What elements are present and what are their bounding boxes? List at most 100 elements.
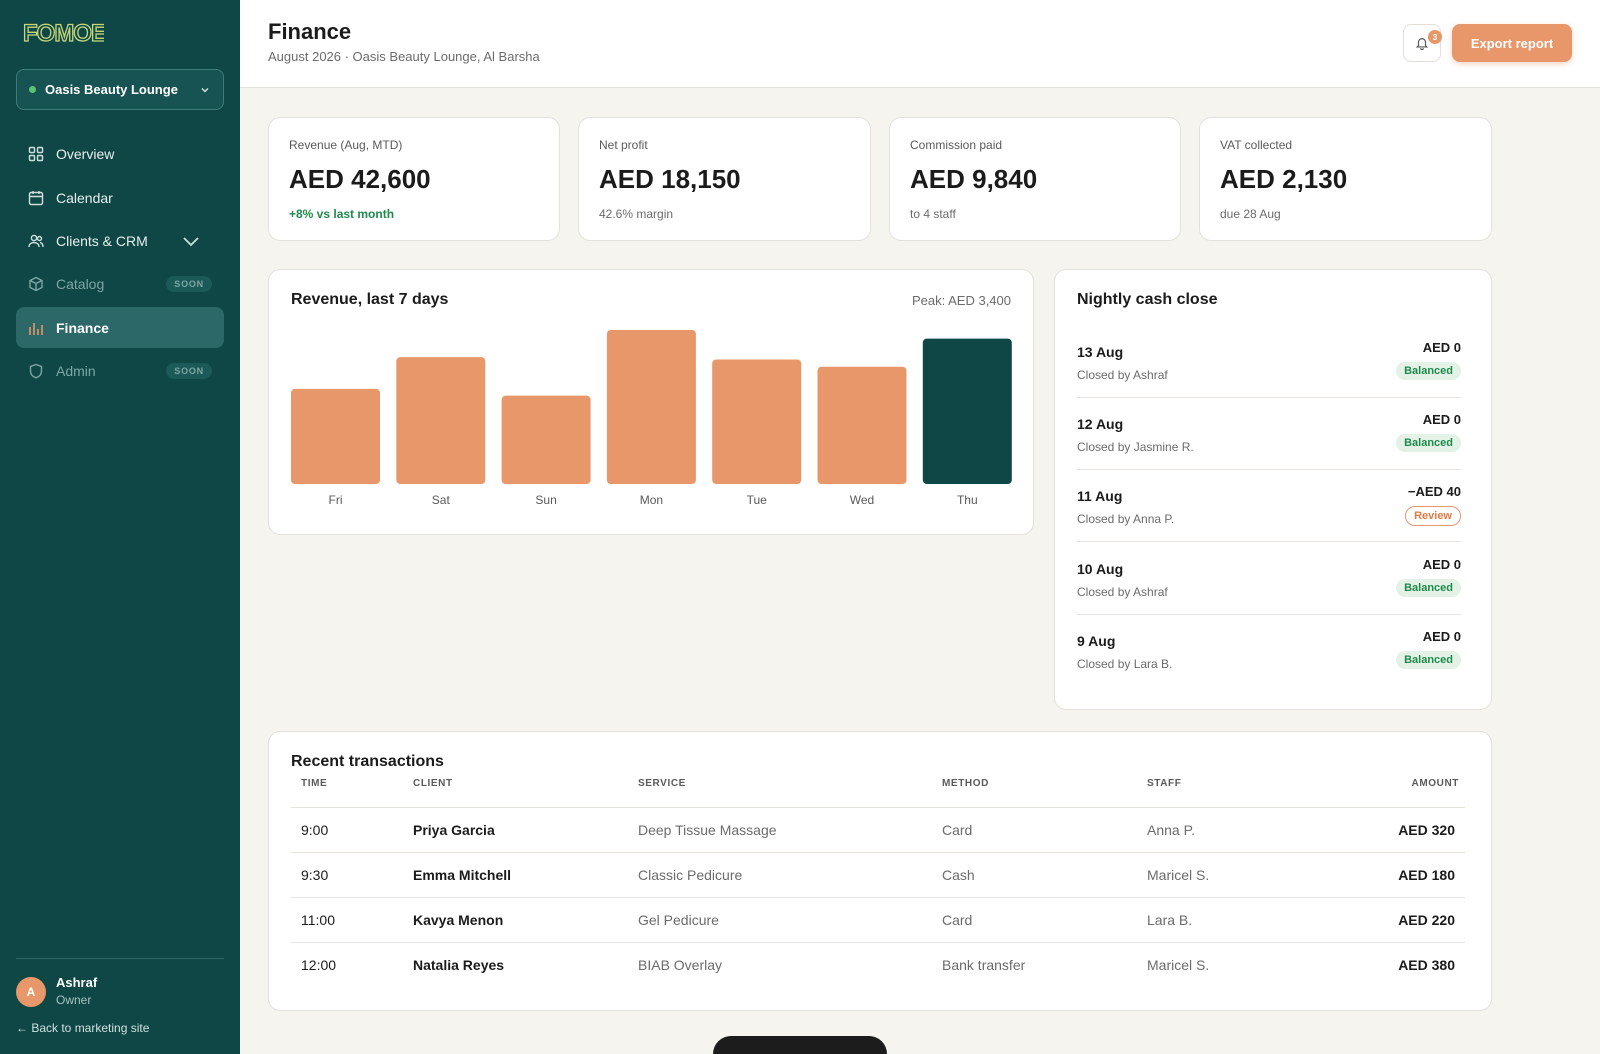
box-icon	[29, 276, 43, 291]
cell-time: 9:00	[301, 822, 329, 838]
column-header-staff[interactable]: STAFF	[1147, 778, 1182, 789]
cell-amount: AED 380	[1398, 957, 1455, 973]
export-report-button[interactable]: Export report	[1452, 24, 1572, 62]
cell-service: Classic Pedicure	[638, 867, 743, 883]
cell-amount: AED 180	[1398, 867, 1455, 883]
avatar[interactable]: A	[16, 977, 46, 1007]
cell-client: Emma Mitchell	[413, 867, 512, 883]
kpi-card-revenue: Revenue (Aug, MTD) AED 42,600 +8% vs las…	[268, 117, 560, 241]
kpi-value: AED 18,150	[599, 164, 741, 194]
x-tick-label: Sun	[535, 493, 556, 507]
cell-client: Priya Garcia	[413, 822, 495, 838]
kpi-sub: due 28 Aug	[1220, 207, 1281, 221]
cell-method: Card	[942, 912, 973, 928]
x-tick-label: Thu	[957, 493, 978, 507]
sidebar-item-catalog[interactable]: Catalog SOON	[16, 263, 224, 304]
column-header-client[interactable]: CLIENT	[413, 778, 453, 789]
cell-amount: AED 320	[1398, 822, 1455, 838]
kpi-card-vat: VAT collected AED 2,130 due 28 Aug	[1199, 117, 1492, 241]
cash-close-amount: AED 0	[1422, 629, 1461, 644]
cell-time: 9:30	[301, 867, 329, 883]
bar-sat[interactable]	[396, 357, 486, 484]
table-row[interactable]: 9:00 Priya Garcia Deep Tissue Massage Card A…	[291, 807, 1465, 851]
sidebar-divider	[16, 958, 224, 959]
brand-logo[interactable]: FOMOE	[22, 18, 108, 47]
page-subtitle: August 2026 · Oasis Beauty Lounge, Al Ba…	[268, 49, 540, 64]
column-header-time[interactable]: TIME	[301, 778, 328, 789]
cell-client: Kavya Menon	[413, 912, 504, 928]
sidebar-item-admin[interactable]: Admin SOON	[16, 350, 224, 391]
row-divider	[1077, 469, 1461, 470]
cell-amount: AED 220	[1398, 912, 1455, 928]
cash-close-date: 13 Aug	[1077, 344, 1124, 360]
cell-method: Bank transfer	[942, 957, 1026, 973]
revenue-bar-chart: Fri Sat Sun Mon Tue Wed Thu	[291, 330, 1012, 507]
location-name: Oasis Beauty Lounge	[45, 82, 178, 97]
cell-time: 12:00	[301, 957, 337, 973]
kpi-value: AED 9,840	[910, 164, 1038, 194]
cell-client: Natalia Reyes	[413, 957, 505, 973]
table-row[interactable]: 12:00 Natalia Reyes BIAB Overlay Bank trans…	[291, 942, 1465, 986]
kpi-card-net-profit: Net profit AED 18,150 42.6% margin	[578, 117, 871, 241]
bar-sun[interactable]	[501, 395, 591, 484]
cash-close-closed-by: Closed by Anna P.	[1077, 512, 1175, 526]
bar-wed[interactable]	[817, 366, 907, 484]
cash-close-row[interactable]: 13 Aug Closed by Ashraf AED 0 Balanced	[1077, 340, 1461, 390]
page-header: Finance August 2026 · Oasis Beauty Loung…	[240, 0, 1600, 88]
column-header-service[interactable]: SERVICE	[638, 778, 686, 789]
status-dot	[29, 86, 36, 93]
kpi-card-commission: Commission paid AED 9,840 to 4 staff	[889, 117, 1181, 241]
revenue-chart-card: Revenue, last 7 days Peak: AED 3,400 Fri…	[268, 269, 1034, 535]
kpi-label: VAT collected	[1220, 138, 1293, 152]
kpi-value: AED 42,600	[289, 164, 431, 194]
chevron-down-icon[interactable]	[182, 235, 200, 247]
user-role: Owner	[56, 993, 92, 1007]
sidebar-item-finance[interactable]: Finance	[16, 307, 224, 348]
status-badge: Balanced	[1396, 651, 1461, 669]
cell-time: 11:00	[301, 912, 335, 928]
row-divider	[1077, 541, 1461, 542]
sidebar-item-calendar[interactable]: Calendar	[16, 177, 224, 218]
bar-fri[interactable]	[291, 388, 380, 484]
chart-title: Revenue, last 7 days	[291, 291, 449, 308]
floating-toolbar[interactable]	[713, 1036, 887, 1054]
cash-close-date: 12 Aug	[1077, 416, 1124, 432]
cash-close-amount: AED 0	[1422, 412, 1461, 427]
status-badge: Review	[1405, 506, 1461, 526]
cash-close-date: 11 Aug	[1077, 488, 1123, 504]
table-row[interactable]: 9:30 Emma Mitchell Classic Pedicure Cash Mar…	[291, 852, 1465, 896]
row-divider	[1077, 614, 1461, 615]
bar-mon[interactable]	[606, 330, 696, 484]
cash-close-row[interactable]: 9 Aug Closed by Lara B. AED 0 Balanced	[1077, 629, 1461, 679]
location-selector[interactable]: Oasis Beauty Lounge	[16, 69, 224, 110]
cash-close-amount: AED 0	[1422, 340, 1461, 355]
column-header-method[interactable]: METHOD	[942, 778, 989, 789]
cash-close-closed-by: Closed by Ashraf	[1077, 585, 1168, 599]
user-name: Ashraf	[56, 975, 98, 990]
transactions-title: Recent transactions	[291, 753, 444, 770]
cash-close-row[interactable]: 11 Aug Closed by Anna P. −AED 40 Review	[1077, 484, 1461, 534]
cash-close-row[interactable]: 12 Aug Closed by Jasmine R. AED 0 Balanced	[1077, 412, 1461, 462]
status-badge: Balanced	[1396, 434, 1461, 452]
bar-thu[interactable]	[922, 338, 1012, 484]
sidebar-item-clients-crm[interactable]: Clients & CRM	[16, 220, 224, 261]
cash-close-date: 10 Aug	[1077, 561, 1124, 577]
chevron-down-icon	[201, 87, 209, 93]
users-icon	[28, 234, 44, 247]
cash-close-closed-by: Closed by Ashraf	[1077, 368, 1168, 382]
x-tick-label: Mon	[640, 493, 663, 507]
column-header-amount[interactable]: AMOUNT	[1411, 778, 1459, 789]
status-badge: Balanced	[1396, 579, 1461, 597]
bar-tue[interactable]	[712, 359, 802, 484]
table-row[interactable]: 11:00 Kavya Menon Gel Pedicure Card Lara B. A…	[291, 897, 1465, 941]
x-tick-label: Wed	[850, 493, 874, 507]
back-to-marketing-link[interactable]: ← Back to marketing site	[16, 1021, 150, 1035]
sidebar-item-label: Clients & CRM	[56, 232, 148, 249]
sidebar-item-overview[interactable]: Overview	[16, 133, 224, 174]
kpi-value: AED 2,130	[1220, 164, 1348, 194]
cash-close-row[interactable]: 10 Aug Closed by Ashraf AED 0 Balanced	[1077, 557, 1461, 607]
bell-icon	[1415, 38, 1429, 50]
cash-close-card: Nightly cash close 13 Aug Closed by Ashra…	[1054, 269, 1492, 710]
kpi-sub: to 4 staff	[910, 207, 956, 221]
shield-icon	[29, 363, 43, 379]
